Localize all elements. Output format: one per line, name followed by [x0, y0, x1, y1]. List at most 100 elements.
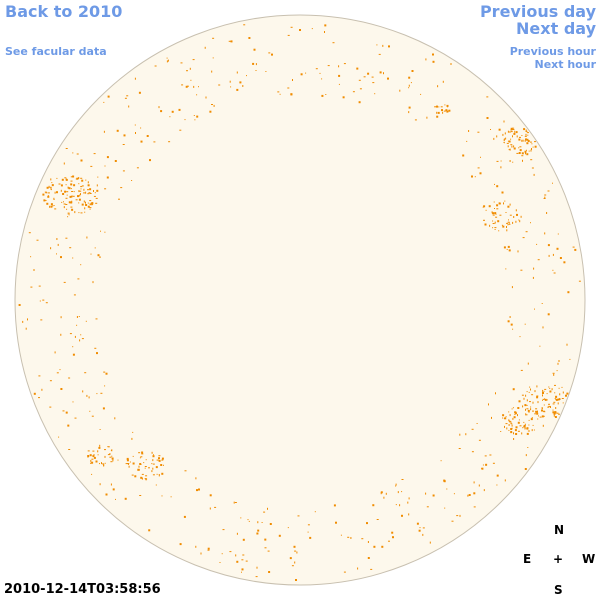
facula-speck — [491, 211, 493, 214]
facula-speck — [408, 76, 411, 79]
facula-speck — [497, 220, 500, 223]
next-day-link[interactable]: Next day — [516, 19, 596, 38]
facula-speck — [144, 466, 147, 467]
facula-speck — [511, 423, 513, 425]
facula-speck — [425, 58, 427, 61]
facula-speck — [168, 141, 171, 143]
previous-hour-link[interactable]: Previous hour — [509, 45, 596, 58]
facula-speck — [525, 454, 527, 457]
facula-speck — [141, 473, 144, 475]
facula-speck — [527, 134, 529, 136]
facula-speck — [131, 474, 134, 476]
facula-speck — [506, 226, 507, 228]
facula-speck — [148, 467, 150, 469]
facula-speck — [44, 191, 47, 193]
facula-speck — [524, 323, 526, 325]
facula-speck — [372, 82, 375, 84]
facula-speck — [552, 403, 555, 405]
facula-speck — [193, 115, 195, 116]
facula-speck — [558, 413, 560, 415]
see-facular-data-link[interactable]: See facular data — [5, 45, 107, 58]
facula-speck — [105, 493, 108, 496]
facula-speck — [468, 130, 470, 132]
facula-speck — [99, 429, 101, 430]
facula-speck — [74, 211, 76, 214]
facula-speck — [52, 205, 54, 207]
facula-speck — [471, 451, 474, 453]
facula-speck — [509, 421, 512, 423]
facula-speck — [510, 127, 513, 130]
facula-speck — [557, 398, 560, 401]
facula-speck — [510, 138, 512, 140]
facula-speck — [89, 188, 92, 191]
facula-speck — [552, 253, 554, 256]
facula-speck — [212, 37, 215, 39]
facula-speck — [500, 166, 502, 169]
facula-speck — [184, 470, 187, 472]
facula-speck — [54, 191, 56, 194]
facula-speck — [535, 410, 538, 413]
facula-speck — [562, 391, 564, 394]
facula-speck — [74, 417, 77, 419]
facula-speck — [408, 111, 410, 114]
facula-speck — [436, 105, 438, 108]
facula-speck — [97, 450, 99, 453]
back-to-year-link[interactable]: Back to 2010 — [5, 2, 123, 21]
facula-speck — [391, 531, 394, 534]
facula-speck — [503, 246, 506, 249]
facula-speck — [373, 545, 376, 548]
facula-speck — [91, 473, 93, 475]
facula-speck — [75, 199, 78, 201]
facula-speck — [548, 386, 550, 388]
facula-speck — [321, 78, 323, 80]
facula-speck — [534, 141, 536, 143]
facula-speck — [502, 414, 505, 417]
facula-speck — [426, 506, 429, 508]
facula-speck — [544, 398, 547, 401]
facula-speck — [61, 178, 64, 181]
previous-day-link[interactable]: Previous day — [479, 2, 596, 21]
facula-speck — [533, 429, 535, 431]
facula-speck — [255, 70, 257, 71]
facula-speck — [68, 212, 70, 214]
facula-speck — [269, 523, 272, 525]
facula-speck — [499, 214, 502, 216]
facula-speck — [557, 362, 559, 365]
facula-speck — [534, 390, 536, 393]
facula-speck — [49, 406, 52, 408]
facula-speck — [186, 70, 188, 72]
facula-speck — [60, 256, 62, 259]
facula-speck — [132, 431, 134, 433]
facula-speck — [517, 414, 518, 417]
facula-speck — [257, 521, 259, 524]
facula-speck — [128, 105, 130, 108]
facula-speck — [500, 160, 502, 162]
facula-speck — [505, 212, 507, 213]
facula-speck — [376, 44, 378, 46]
facula-speck — [116, 129, 119, 132]
facula-speck — [542, 407, 543, 409]
next-hour-link[interactable]: Next hour — [534, 58, 597, 71]
facula-speck — [562, 402, 564, 404]
facula-speck — [125, 463, 128, 465]
facula-speck — [418, 529, 421, 532]
facula-speck — [104, 165, 106, 167]
facula-speck — [521, 139, 523, 142]
facula-speck — [112, 459, 114, 462]
facula-speck — [71, 195, 73, 198]
facula-speck — [128, 465, 130, 468]
facula-speck — [145, 459, 147, 461]
facula-speck — [84, 372, 87, 374]
facula-speck — [57, 243, 59, 246]
facula-speck — [279, 93, 281, 95]
facula-speck — [372, 504, 375, 507]
facula-speck — [85, 320, 87, 322]
facula-speck — [68, 201, 71, 204]
facula-speck — [510, 144, 513, 146]
facula-speck — [296, 551, 298, 554]
facula-speck — [100, 230, 101, 232]
facula-speck — [64, 190, 67, 193]
facula-speck — [50, 187, 52, 190]
facula-speck — [160, 464, 163, 466]
facula-speck — [65, 204, 68, 205]
